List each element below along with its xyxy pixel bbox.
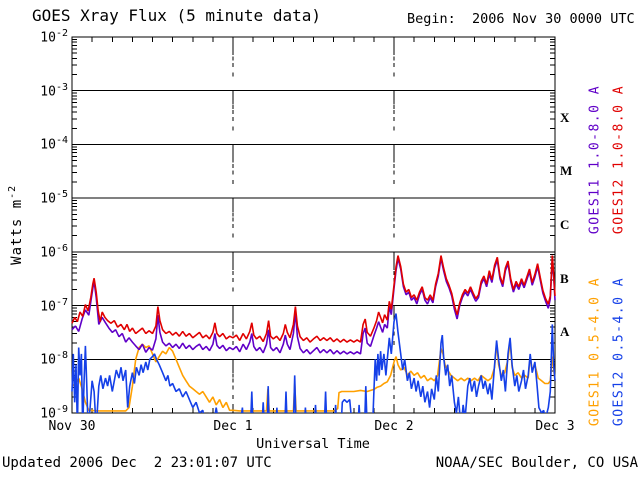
y-tick-label: 10-5 (40, 189, 68, 207)
legend-goes11-long: GOES11 1.0-8.0 A (587, 84, 603, 235)
updated-timestamp: Updated 2006 Dec 2 23:01:07 UTC (2, 455, 272, 471)
y-tick-label: 10-2 (40, 28, 68, 46)
organization-credit: NOAA/SEC Boulder, CO USA (435, 455, 638, 471)
legend-goes12-short: GOES12 0.5-4.0 A (611, 276, 627, 427)
x-tick-label: Dec 1 (213, 419, 253, 434)
legend-goes11-short: GOES11 0.5-4.0 A (587, 276, 603, 427)
x-tick-label: Dec 2 (374, 419, 414, 434)
chart-title: GOES Xray Flux (5 minute data) (32, 6, 321, 25)
x-tick-label: Dec 3 (535, 419, 575, 434)
plot-frame (71, 36, 556, 414)
x-axis-label: Universal Time (256, 436, 370, 452)
flux-class-b: B (560, 270, 569, 286)
flux-class-m: M (560, 163, 573, 179)
y-tick-label: 10-4 (40, 135, 68, 153)
y-tick-label: 10-3 (40, 81, 68, 100)
flux-class-x: X (560, 109, 570, 125)
series-line-goes11-1-0-8-0-a (71, 258, 556, 355)
flux-class-a: A (560, 324, 570, 340)
y-axis-label: Watts m-2 (7, 150, 25, 300)
series-line-goes12-1-0-8-0-a (71, 255, 556, 343)
x-tick-label: Nov 30 (48, 419, 96, 434)
y-tick-label: 10-9 (40, 404, 68, 422)
legend-goes12-long: GOES12 1.0-8.0 A (611, 84, 627, 235)
y-tick-label: 10-7 (40, 296, 68, 314)
begin-timestamp: Begin: 2006 Nov 30 0000 UTC (407, 11, 635, 27)
y-tick-label: 10-8 (40, 350, 68, 368)
y-tick-label: 10-6 (40, 242, 68, 261)
flux-class-c: C (560, 217, 570, 232)
series-line-goes12-0-5-4-0-a (71, 313, 556, 413)
